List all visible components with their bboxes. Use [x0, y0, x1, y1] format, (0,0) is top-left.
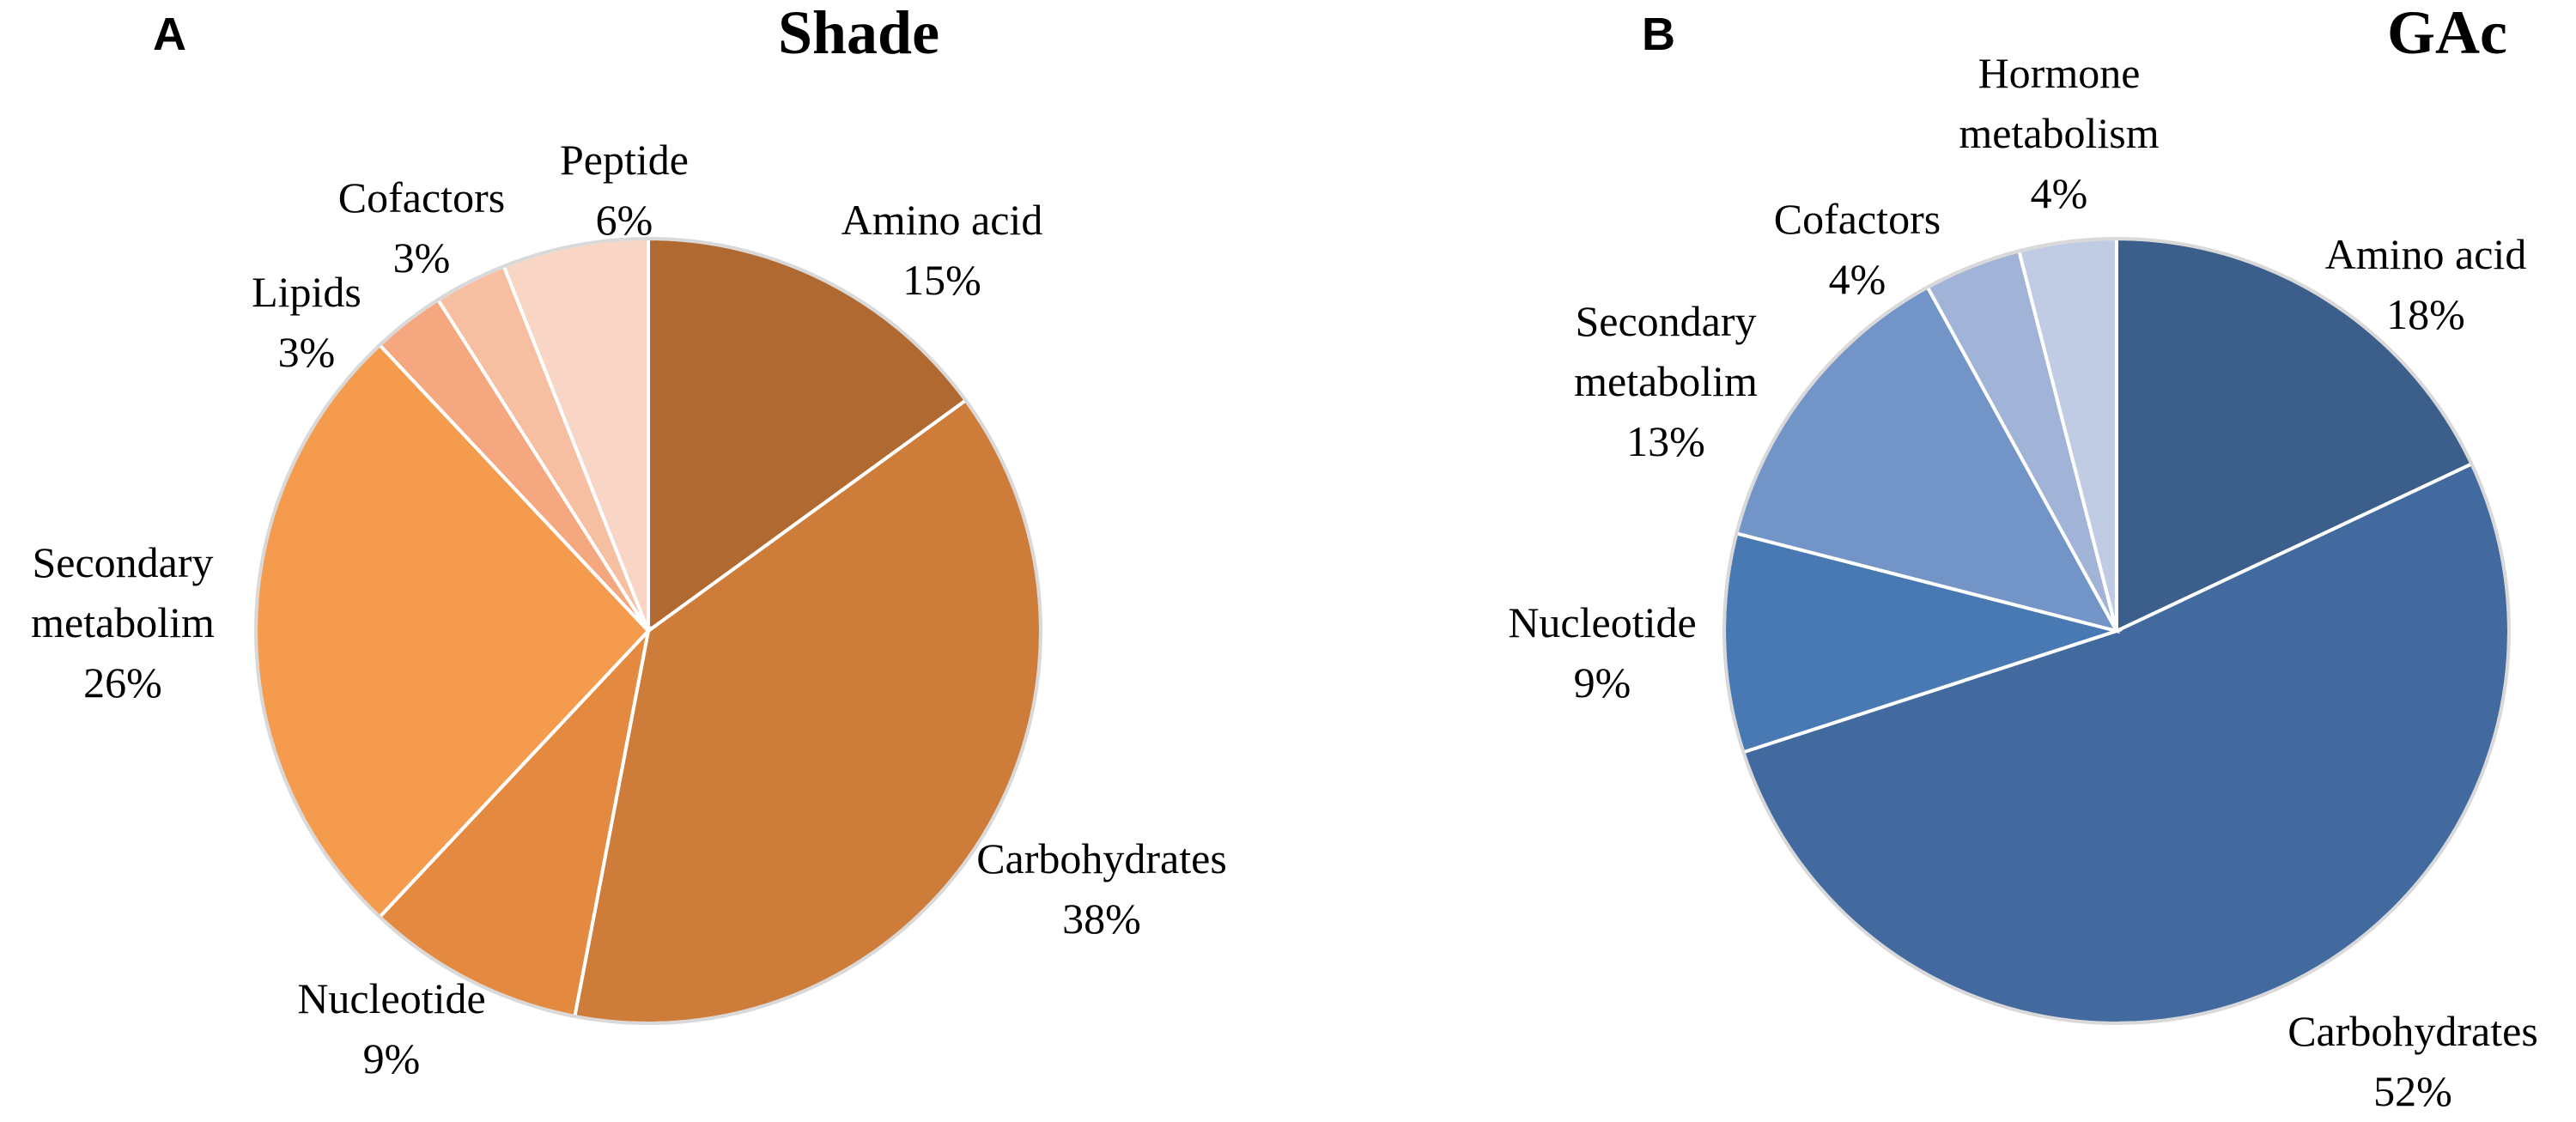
label-pct: 9%: [1574, 658, 1631, 707]
label-name-line2: metabolim: [1574, 357, 1758, 405]
pie-outline: [254, 237, 1042, 1025]
label-name: Carbohydrates: [976, 834, 1227, 882]
label-name: Secondary: [1575, 297, 1756, 345]
label-name: Hormone: [1978, 49, 2141, 97]
slice-label-hormone-metabolism: Hormone metabolism 4%: [1959, 49, 2159, 217]
slice-label-cofactors: Cofactors 4%: [1774, 195, 1941, 303]
label-name: Peptide: [560, 136, 689, 184]
label-name: Nucleotide: [297, 974, 485, 1022]
label-name: Secondary: [32, 538, 213, 586]
slice-label-nucleotide: Nucleotide 9%: [1508, 598, 1696, 707]
label-name: Amino acid: [2325, 230, 2527, 278]
label-pct: 26%: [83, 658, 162, 707]
slice-label-nucleotide: Nucleotide 9%: [297, 974, 485, 1083]
label-pct: 3%: [393, 233, 451, 282]
label-name-line2: metabolim: [31, 598, 215, 646]
slice-label-peptide: Peptide 6%: [560, 136, 689, 244]
panel-letter-b: B: [1642, 9, 1675, 60]
label-pct: 4%: [2031, 169, 2088, 217]
panel-a-shade: A Shade Amino acid 15% Carbohydrates 38%…: [31, 0, 1227, 1083]
label-pct: 4%: [1829, 255, 1886, 303]
label-pct: 38%: [1062, 895, 1141, 943]
label-pct: 13%: [1626, 417, 1705, 465]
label-pct: 18%: [2386, 290, 2465, 338]
slice-label-secondary-metabolim: Secondary metabolim 13%: [1574, 297, 1758, 465]
label-name-line2: metabolism: [1959, 109, 2159, 157]
slice-label-carbohydrates: Carbohydrates 52%: [2287, 1007, 2538, 1115]
label-name: Carbohydrates: [2287, 1007, 2538, 1055]
slice-label-lipids: Lipids 3%: [252, 268, 361, 376]
label-name: Nucleotide: [1508, 598, 1696, 646]
slice-label-amino-acid: Amino acid 15%: [841, 196, 1043, 304]
panel-b-gac: B GAc Amino acid 18% Carbohydrates 52% N…: [1508, 0, 2537, 1115]
label-name: Cofactors: [1774, 195, 1941, 243]
label-name: Cofactors: [338, 173, 505, 221]
label-name: Lipids: [252, 268, 361, 316]
slice-label-cofactors: Cofactors 3%: [338, 173, 505, 282]
slice-label-amino-acid: Amino acid 18%: [2325, 230, 2527, 338]
label-pct: 15%: [902, 256, 981, 304]
label-pct: 3%: [278, 328, 336, 376]
label-name: Amino acid: [841, 196, 1043, 244]
pie-outline: [1722, 237, 2511, 1025]
slice-label-carbohydrates: Carbohydrates 38%: [976, 834, 1227, 943]
pie-slices-gac: [1722, 236, 2511, 1025]
slice-label-secondary-metabolim: Secondary metabolim 26%: [31, 538, 215, 707]
panel-letter-a: A: [153, 9, 186, 60]
panel-title-gac: GAc: [2387, 0, 2507, 67]
label-pct: 6%: [596, 196, 653, 244]
label-pct: 52%: [2373, 1067, 2452, 1115]
pie-slices-shade: [253, 236, 1042, 1026]
label-pct: 9%: [363, 1034, 421, 1083]
panel-title-shade: Shade: [778, 0, 939, 67]
